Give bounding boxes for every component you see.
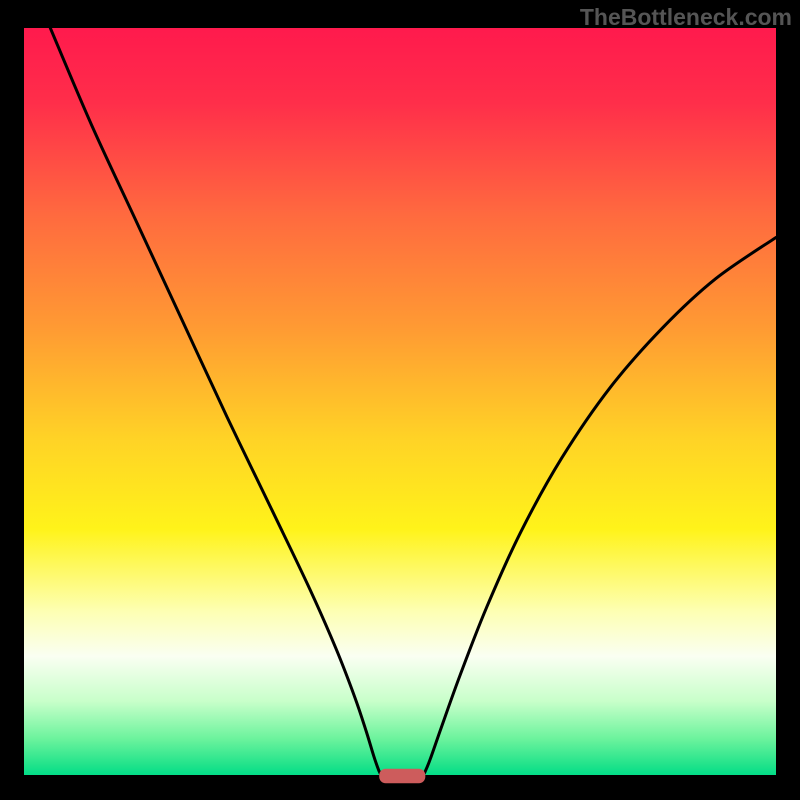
chart-container: TheBottleneck.com [0,0,800,800]
plot-area [24,28,776,776]
bottleneck-marker [380,769,425,782]
chart-svg [0,0,800,800]
